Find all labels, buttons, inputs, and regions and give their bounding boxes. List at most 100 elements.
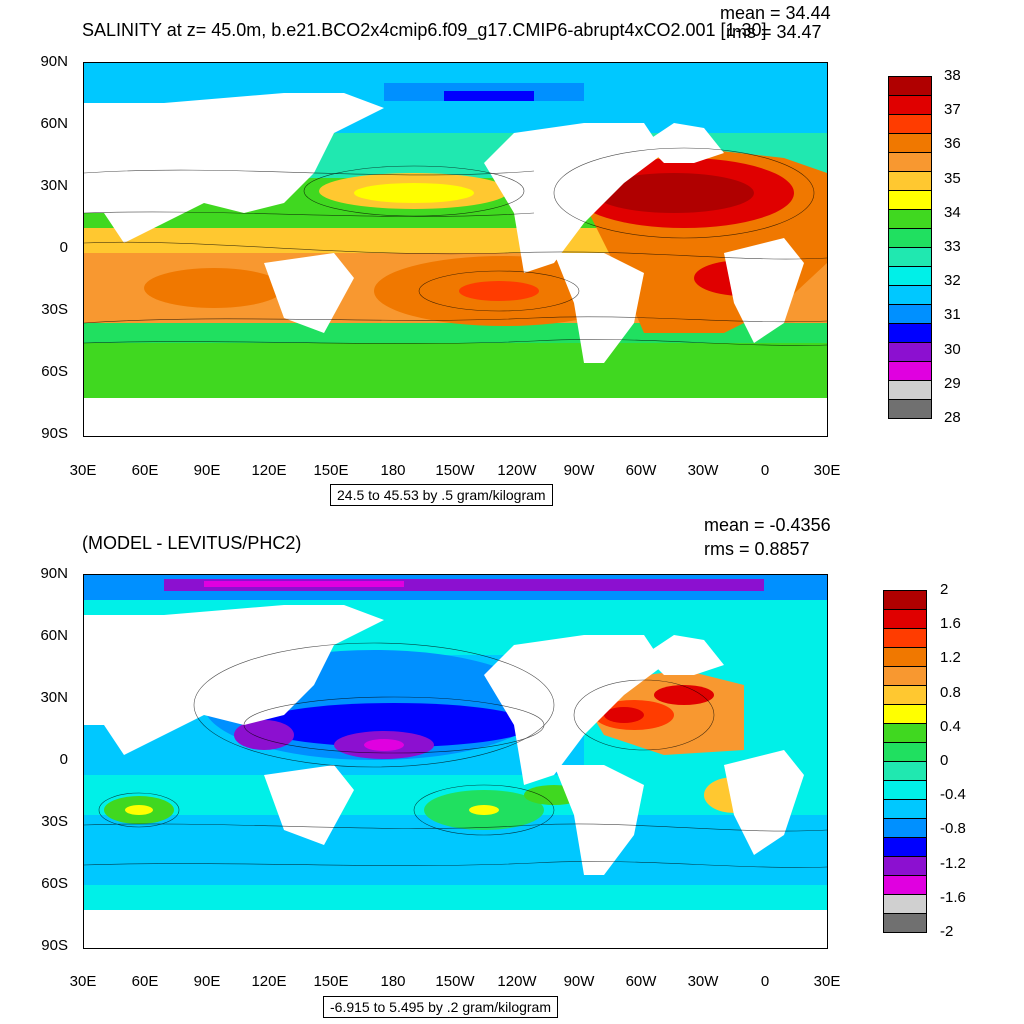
panel1-lon-label: 120W — [497, 462, 537, 479]
colorbar-box — [883, 875, 927, 895]
panel2-rms: rms = 0.8857 — [704, 539, 810, 559]
panel1-mean: mean = 34.44 — [720, 3, 831, 23]
colorbar-label: 28 — [944, 409, 961, 426]
colorbar-box — [883, 609, 927, 629]
colorbar-box — [888, 114, 932, 134]
colorbar-box — [883, 761, 927, 781]
panel2-lon-label: 30W — [687, 973, 719, 990]
colorbar-label: 33 — [944, 238, 961, 255]
panel2-difference-map — [83, 574, 828, 949]
panel1-lat-label: 90S — [41, 425, 68, 442]
colorbar-label: 35 — [944, 169, 961, 187]
panel1-lat-label: 60S — [41, 363, 68, 380]
panel2-lat-label: 0 — [59, 751, 68, 768]
colorbar-box — [883, 913, 927, 933]
panel2-lat-label: 90S — [41, 937, 68, 954]
panel1-lon-label: 90W — [563, 462, 595, 479]
colorbar-box — [883, 666, 927, 686]
panel2-lat-label: 90N — [40, 565, 68, 582]
colorbar-box — [888, 266, 932, 286]
colorbar-label: 0 — [940, 752, 949, 769]
panel1-title: SALINITY at z= 45.0m, b.e21.BCO2x4cmip6.… — [82, 20, 767, 40]
colorbar-box — [883, 704, 927, 724]
panel1-lon-label: 150W — [435, 462, 475, 479]
colorbar-box — [888, 399, 932, 419]
colorbar-box — [888, 285, 932, 305]
colorbar-box — [883, 590, 927, 610]
colorbar-label: -1.2 — [940, 854, 966, 872]
panel2-lat-label: 60S — [41, 875, 68, 892]
panel2-lat-label: 60N — [40, 627, 68, 644]
panel1-rms: rms = 34.47 — [726, 22, 822, 42]
panel1-lat-label: 30N — [40, 177, 68, 194]
colorbar-box — [888, 342, 932, 362]
colorbar-box — [888, 190, 932, 210]
panel1-lon-label: 90E — [193, 462, 221, 479]
panel1-lat-label: 30S — [41, 301, 68, 318]
colorbar-box — [883, 799, 927, 819]
colorbar-box — [888, 304, 932, 324]
colorbar-label: -1.6 — [940, 888, 966, 906]
colorbar-box — [883, 685, 927, 705]
colorbar-box — [883, 894, 927, 914]
colorbar-label: 1.2 — [940, 649, 961, 667]
panel1-lon-label: 30W — [687, 462, 719, 479]
colorbar-box — [888, 171, 932, 191]
panel2-contour-caption: -6.915 to 5.495 by .2 gram/kilogram — [323, 996, 559, 1018]
colorbar-box — [883, 628, 927, 648]
colorbar-label: -0.8 — [940, 820, 966, 838]
panel1-lon-label: 30E — [813, 462, 841, 479]
panel1-salinity-map — [83, 62, 828, 437]
panel1-lon-label: 60E — [131, 462, 159, 479]
colorbar-box — [883, 742, 927, 762]
colorbar-box — [888, 323, 932, 343]
colorbar-label: 36 — [944, 135, 961, 153]
colorbar-label: 34 — [944, 203, 961, 221]
panel1-lon-label: 180 — [380, 462, 406, 479]
panel2-lat-label: 30N — [40, 689, 68, 706]
panel2-lon-label: 90W — [563, 973, 595, 990]
panel1-lat-label: 0 — [59, 239, 68, 256]
panel1-lon-label: 150E — [313, 462, 349, 479]
colorbar-label: 0.4 — [940, 717, 961, 735]
colorbar-label: -0.4 — [940, 786, 966, 804]
panel1-colorbar — [888, 76, 932, 419]
colorbar-box — [888, 152, 932, 172]
panel1-lon-label: 30E — [69, 462, 97, 479]
panel2-lon-label: 120W — [497, 973, 537, 990]
colorbar-box — [883, 723, 927, 743]
colorbar-label: -2 — [940, 923, 954, 940]
panel1-lon-label: 120E — [251, 462, 287, 479]
panel2-lon-label: 150E — [313, 973, 349, 990]
colorbar-box — [888, 228, 932, 248]
panel2-lon-label: 120E — [251, 973, 287, 990]
panel2-lon-label: 0 — [760, 973, 770, 990]
panel2-lat-label: 30S — [41, 813, 68, 830]
panel2-title: (MODEL - LEVITUS/PHC2) — [82, 533, 302, 553]
colorbar-box — [888, 380, 932, 400]
panel2-lon-label: 150W — [435, 973, 475, 990]
panel1-lat-label: 90N — [40, 53, 68, 70]
colorbar-label: 31 — [944, 306, 961, 324]
panel2-lon-label: 30E — [69, 973, 97, 990]
colorbar-box — [883, 818, 927, 838]
colorbar-box — [888, 133, 932, 153]
panel2-lon-label: 60E — [131, 973, 159, 990]
panel2-lon-label: 30E — [813, 973, 841, 990]
panel1-lon-label: 60W — [625, 462, 657, 479]
colorbar-label: 0.8 — [940, 683, 961, 701]
panel1-contour-caption: 24.5 to 45.53 by .5 gram/kilogram — [330, 484, 553, 506]
colorbar-label: 38 — [944, 67, 961, 84]
colorbar-label: 29 — [944, 374, 961, 392]
colorbar-label: 2 — [940, 581, 949, 598]
colorbar-label: 37 — [944, 101, 961, 119]
colorbar-box — [888, 76, 932, 96]
panel1-lat-label: 60N — [40, 115, 68, 132]
panel2-colorbar — [883, 590, 927, 933]
panel1-lon-label: 0 — [760, 462, 770, 479]
colorbar-box — [888, 247, 932, 267]
panel2-lon-label: 180 — [380, 973, 406, 990]
colorbar-box — [888, 361, 932, 381]
panel2-lon-label: 90E — [193, 973, 221, 990]
panel2-lon-label: 60W — [625, 973, 657, 990]
